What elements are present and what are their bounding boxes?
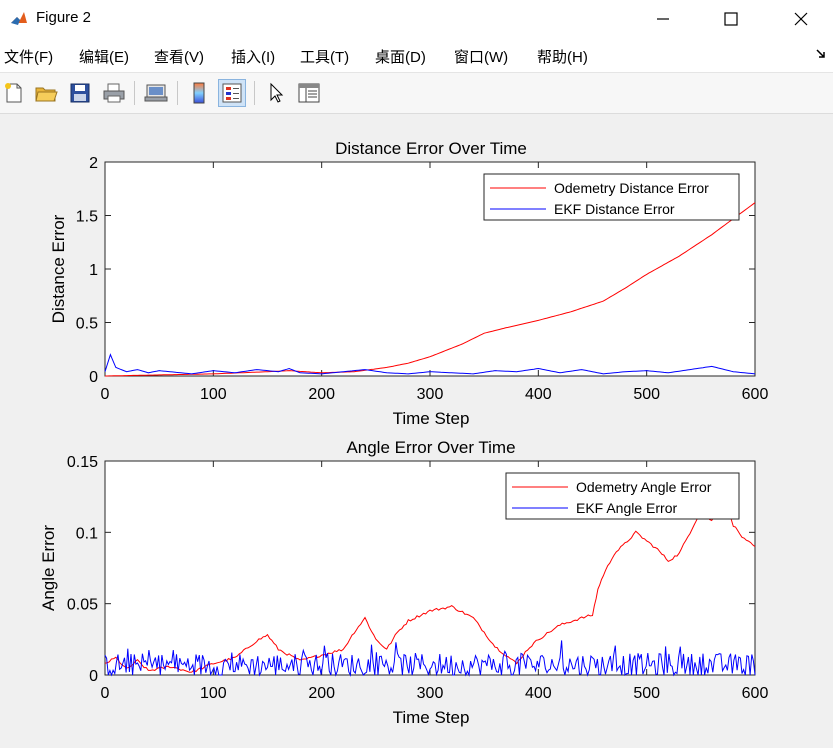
minimize-button[interactable] bbox=[640, 0, 686, 38]
menu-insert[interactable]: 插入(I) bbox=[231, 49, 276, 66]
legend-icon bbox=[222, 83, 242, 103]
chart-title: Distance Error Over Time bbox=[335, 139, 527, 158]
print-icon bbox=[103, 83, 125, 103]
legend-button[interactable] bbox=[218, 79, 246, 107]
y-tick-label: 0.05 bbox=[67, 597, 98, 614]
legend-box bbox=[505, 472, 740, 520]
x-tick-label: 0 bbox=[101, 685, 110, 702]
menu-desktop[interactable]: 桌面(D) bbox=[375, 49, 426, 66]
tick-group: 0 100 200 300 400 500 600 0 0.05 0.1 0.15 bbox=[67, 454, 769, 702]
x-tick-label: 500 bbox=[633, 386, 660, 403]
legend-entry-odometry: Odemetry Distance Error bbox=[554, 180, 709, 196]
save-button[interactable] bbox=[66, 79, 94, 107]
figure-canvas: 0 100 200 300 400 500 600 0 0.5 1 1.5 2 Distance Er… bbox=[0, 114, 833, 743]
print-button[interactable] bbox=[100, 79, 128, 107]
new-figure-icon bbox=[5, 83, 22, 103]
pointer-icon bbox=[270, 82, 284, 103]
plots-svg: 0 100 200 300 400 500 600 0 0.5 1 1.5 2 Distance Er… bbox=[39, 139, 768, 727]
menu-bar: 文件(F) 编辑(E) 查看(V) 插入(I) 工具(T) 桌面(D) 窗口(W… bbox=[0, 38, 833, 73]
x-tick-label: 200 bbox=[308, 685, 335, 702]
x-tick-label: 500 bbox=[633, 685, 660, 702]
maximize-button[interactable] bbox=[708, 0, 754, 38]
dock-arrow-icon[interactable] bbox=[815, 48, 827, 60]
property-editor-button[interactable] bbox=[295, 79, 323, 107]
menu-edit[interactable]: 编辑(E) bbox=[79, 49, 129, 66]
new-figure-button[interactable] bbox=[0, 79, 28, 107]
link-plot-icon bbox=[144, 84, 168, 102]
x-tick-label: 400 bbox=[525, 685, 552, 702]
y-tick-label: 0.15 bbox=[67, 454, 98, 471]
x-axis-label: Time Step bbox=[393, 409, 470, 428]
menu-window[interactable]: 窗口(W) bbox=[454, 49, 509, 66]
series-line bbox=[104, 353, 756, 375]
x-tick-label: 100 bbox=[200, 386, 227, 403]
chart-title: Angle Error Over Time bbox=[346, 438, 515, 457]
x-tick-label: 600 bbox=[742, 386, 769, 403]
x-tick-label: 200 bbox=[308, 386, 335, 403]
y-tick-label: 1 bbox=[89, 262, 98, 279]
open-file-button[interactable] bbox=[32, 79, 60, 107]
toolbar-separator bbox=[254, 81, 255, 105]
colorbar-button[interactable] bbox=[185, 79, 213, 107]
pointer-button[interactable] bbox=[262, 79, 290, 107]
series-line bbox=[104, 640, 756, 677]
plot-distance-error: 0 100 200 300 400 500 600 0 0.5 1 1.5 2 Distance Er… bbox=[49, 139, 768, 428]
window-title: Figure 2 bbox=[36, 9, 92, 26]
x-tick-label: 0 bbox=[101, 386, 110, 403]
y-tick-label: 0 bbox=[89, 369, 98, 386]
y-axis-label: Angle Error bbox=[39, 525, 58, 611]
series-line bbox=[104, 502, 756, 673]
save-icon bbox=[70, 83, 90, 103]
legend-entry-ekf: EKF Angle Error bbox=[576, 500, 677, 516]
line-group bbox=[104, 502, 756, 677]
x-axis-label: Time Step bbox=[393, 708, 470, 727]
tick-group: 0 100 200 300 400 500 600 0 0.5 1 1.5 2 bbox=[76, 155, 769, 403]
plot-angle-error: 0 100 200 300 400 500 600 0 0.05 0.1 0.15 Angle Er… bbox=[39, 438, 768, 727]
x-tick-label: 400 bbox=[525, 386, 552, 403]
y-tick-label: 0 bbox=[89, 668, 98, 685]
window-titlebar: Figure 2 bbox=[0, 0, 833, 38]
y-axis-label: Distance Error bbox=[49, 214, 68, 323]
x-tick-label: 600 bbox=[742, 685, 769, 702]
y-tick-label: 1.5 bbox=[76, 209, 98, 226]
legend[interactable]: Odemetry Distance Error EKF Distance Err… bbox=[483, 173, 740, 221]
y-tick-label: 2 bbox=[89, 155, 98, 172]
figure-toolbar bbox=[0, 73, 833, 114]
legend-entry-ekf: EKF Distance Error bbox=[554, 201, 675, 217]
x-tick-label: 300 bbox=[417, 386, 444, 403]
toolbar-separator bbox=[177, 81, 178, 105]
maximize-icon bbox=[724, 12, 738, 26]
menu-view[interactable]: 查看(V) bbox=[154, 49, 204, 66]
minimize-icon bbox=[657, 18, 669, 20]
y-tick-label: 0.1 bbox=[76, 525, 98, 542]
toolbar-separator bbox=[134, 81, 135, 105]
line-group bbox=[104, 202, 756, 377]
colorbar-icon bbox=[193, 82, 205, 104]
link-plot-button[interactable] bbox=[142, 79, 170, 107]
matlab-logo-icon bbox=[11, 12, 27, 25]
legend-entry-odometry: Odemetry Angle Error bbox=[576, 479, 712, 495]
x-tick-label: 100 bbox=[200, 685, 227, 702]
legend-box bbox=[483, 173, 740, 221]
menu-help[interactable]: 帮助(H) bbox=[537, 49, 588, 66]
x-tick-label: 300 bbox=[417, 685, 444, 702]
y-tick-label: 0.5 bbox=[76, 316, 98, 333]
menu-file[interactable]: 文件(F) bbox=[4, 49, 54, 66]
menu-tools[interactable]: 工具(T) bbox=[300, 49, 350, 66]
property-editor-icon bbox=[298, 83, 320, 103]
close-button[interactable] bbox=[778, 0, 824, 38]
legend[interactable]: Odemetry Angle Error EKF Angle Error bbox=[505, 472, 740, 520]
series-line bbox=[105, 202, 756, 377]
close-icon bbox=[794, 12, 808, 26]
open-file-icon bbox=[35, 87, 58, 102]
